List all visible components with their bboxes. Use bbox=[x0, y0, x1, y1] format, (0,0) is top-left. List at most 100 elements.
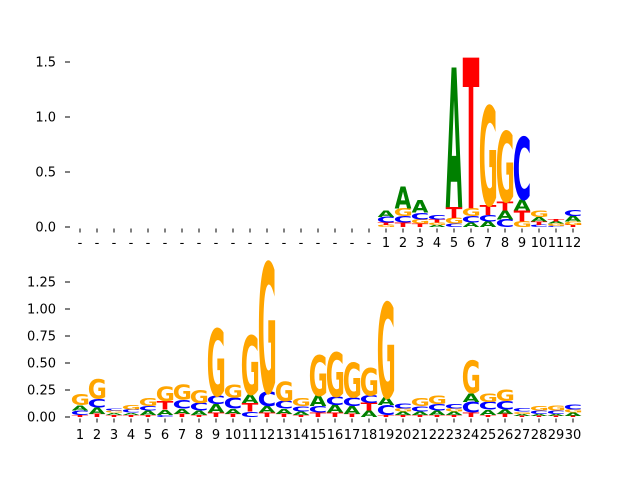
svg-text:G: G bbox=[411, 397, 430, 409]
logo-letter-T: T bbox=[123, 414, 140, 417]
logo-letter-C: C bbox=[428, 403, 447, 413]
logo-letter-C: C bbox=[530, 410, 549, 415]
logo-letter-C: C bbox=[445, 403, 464, 410]
y-tick-label: 1.0 bbox=[35, 111, 56, 126]
svg-text:C: C bbox=[139, 405, 158, 412]
svg-text:G: G bbox=[496, 385, 515, 404]
svg-text:A: A bbox=[531, 216, 549, 223]
svg-text:G: G bbox=[224, 381, 243, 402]
x-tick-label: 24 bbox=[463, 428, 480, 443]
svg-text:C: C bbox=[377, 216, 396, 224]
x-tick-label: - bbox=[95, 236, 100, 251]
svg-text:G: G bbox=[479, 392, 498, 405]
logo-letter-G: G bbox=[377, 224, 396, 227]
svg-text:A: A bbox=[378, 396, 396, 408]
x-tick-label: 6 bbox=[161, 428, 169, 443]
svg-text:C: C bbox=[122, 409, 141, 414]
svg-text:C: C bbox=[360, 393, 379, 405]
logo-letter-C: C bbox=[394, 215, 413, 225]
svg-text:C: C bbox=[445, 223, 464, 228]
svg-text:C: C bbox=[258, 389, 277, 411]
logo-letter-A: A bbox=[395, 182, 412, 216]
logo-letter-A: A bbox=[242, 393, 259, 407]
x-tick-label: 17 bbox=[344, 428, 361, 443]
svg-text:T: T bbox=[327, 412, 345, 419]
svg-text:T: T bbox=[293, 414, 310, 417]
svg-text:C: C bbox=[207, 393, 226, 407]
x-tick-label: - bbox=[367, 236, 372, 251]
svg-text:G: G bbox=[105, 410, 124, 413]
x-tick-label: 4 bbox=[127, 428, 135, 443]
svg-text:G: G bbox=[530, 209, 549, 219]
svg-text:C: C bbox=[411, 211, 430, 221]
logo-letter-A: A bbox=[412, 197, 429, 217]
logo-letter-G: G bbox=[462, 353, 481, 404]
logo-letter-A: A bbox=[514, 413, 531, 416]
svg-text:G: G bbox=[309, 345, 328, 409]
svg-text:G: G bbox=[428, 394, 447, 407]
svg-text:G: G bbox=[411, 218, 430, 225]
svg-text:C: C bbox=[496, 399, 515, 413]
svg-text:G: G bbox=[394, 407, 413, 412]
svg-text:A: A bbox=[446, 30, 463, 253]
svg-text:G: G bbox=[445, 407, 464, 412]
logo-letter-C: C bbox=[241, 411, 260, 419]
logo-letter-T: T bbox=[395, 222, 413, 229]
logo-letter-G: G bbox=[564, 220, 583, 225]
logo-letter-T: T bbox=[480, 203, 497, 219]
x-tick-label: - bbox=[112, 236, 117, 251]
logo-letter-C: C bbox=[377, 216, 396, 224]
logo-letter-T: T bbox=[259, 412, 277, 419]
logo-letter-T: T bbox=[531, 416, 548, 418]
svg-text:A: A bbox=[548, 413, 565, 416]
x-tick-label: 1 bbox=[382, 236, 390, 251]
svg-text:A: A bbox=[174, 407, 191, 416]
svg-text:G: G bbox=[513, 220, 532, 229]
logo-letter-T: T bbox=[191, 414, 208, 417]
logo-letter-G: G bbox=[411, 397, 430, 409]
logo-letter-C: C bbox=[360, 393, 379, 405]
x-tick-label: 21 bbox=[412, 428, 429, 443]
svg-text:G: G bbox=[258, 227, 277, 435]
x-tick-label: 8 bbox=[195, 428, 203, 443]
svg-text:T: T bbox=[480, 414, 497, 417]
x-tick-label: 12 bbox=[565, 236, 582, 251]
logo-letter-T: T bbox=[497, 199, 515, 213]
logo-letter-T: T bbox=[157, 398, 175, 412]
svg-text:A: A bbox=[480, 220, 497, 229]
x-tick-label: 14 bbox=[293, 428, 310, 443]
svg-text:G: G bbox=[547, 223, 566, 226]
logo-letter-A: A bbox=[310, 393, 328, 410]
svg-text:A: A bbox=[429, 409, 447, 416]
x-tick-label: 6 bbox=[467, 236, 475, 251]
svg-text:T: T bbox=[208, 412, 226, 419]
svg-text:T: T bbox=[548, 219, 565, 222]
logo-letter-C: C bbox=[343, 395, 362, 409]
x-tick-label: - bbox=[146, 236, 151, 251]
logo-letter-G: G bbox=[496, 112, 515, 225]
svg-text:C: C bbox=[547, 410, 566, 415]
svg-text:G: G bbox=[190, 387, 209, 408]
x-tick-label: 9 bbox=[212, 428, 220, 443]
svg-text:T: T bbox=[548, 416, 565, 418]
logo-letter-A: A bbox=[293, 411, 310, 416]
svg-text:T: T bbox=[446, 204, 463, 222]
x-tick-label: 11 bbox=[548, 236, 565, 251]
logo-letter-G: G bbox=[428, 394, 447, 407]
x-tick-label: 10 bbox=[531, 236, 548, 251]
x-tick-label: 23 bbox=[446, 428, 463, 443]
svg-text:G: G bbox=[530, 405, 549, 412]
svg-text:A: A bbox=[157, 408, 174, 417]
svg-text:G: G bbox=[479, 80, 498, 238]
svg-text:G: G bbox=[462, 207, 481, 219]
logo-letter-C: C bbox=[462, 399, 481, 416]
logo-letter-G: G bbox=[360, 362, 379, 405]
svg-text:G: G bbox=[173, 382, 192, 405]
logo-letter-T: T bbox=[89, 413, 106, 418]
x-tick-label: 5 bbox=[144, 428, 152, 443]
logo-letter-C: C bbox=[88, 397, 107, 411]
svg-text:C: C bbox=[173, 398, 192, 412]
logo-letter-G: G bbox=[207, 310, 226, 417]
x-tick-label: 3 bbox=[110, 428, 118, 443]
logo-letter-A: A bbox=[463, 392, 480, 406]
